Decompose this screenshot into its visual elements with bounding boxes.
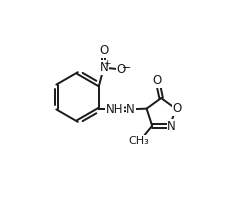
Text: O: O [173, 102, 182, 115]
Text: N: N [126, 103, 135, 116]
Text: N: N [167, 120, 176, 133]
Text: O: O [99, 44, 108, 57]
Text: CH₃: CH₃ [128, 136, 149, 146]
Text: O: O [117, 63, 126, 76]
Text: +: + [103, 59, 111, 68]
Text: −: − [122, 63, 131, 73]
Text: NH: NH [106, 103, 124, 116]
Text: O: O [152, 74, 161, 87]
Text: N: N [100, 61, 109, 74]
